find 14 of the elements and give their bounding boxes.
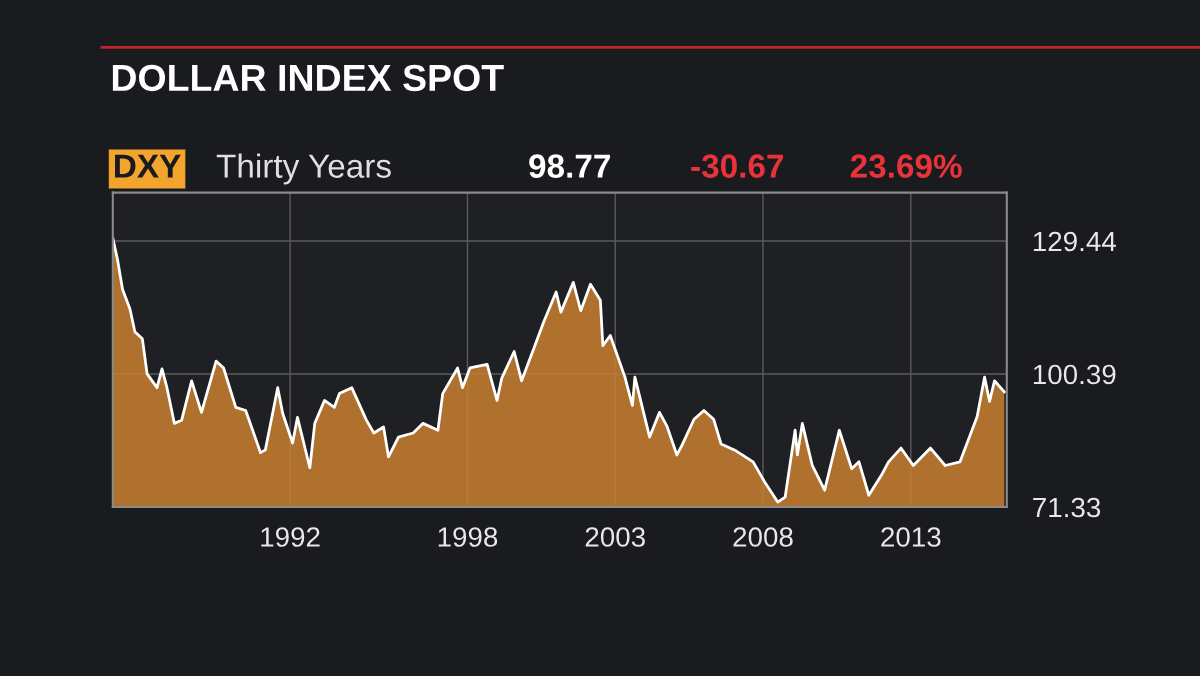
text: 23.69% (850, 154, 962, 178)
text: -30.67 (691, 154, 784, 178)
text: Thirty Years (216, 153, 391, 185)
chart-title: DOLLAR INDEX SPOT (112, 64, 504, 92)
x-tick-label: 2003 (585, 527, 645, 547)
text: DXY (115, 154, 181, 178)
y-tick-label: 100.39 (1033, 364, 1116, 385)
x-tick-label: 2013 (881, 527, 941, 547)
y-tick-label: 71.33 (1033, 497, 1101, 518)
text: 98.77 (529, 154, 610, 178)
x-tick-label: 2008 (733, 527, 793, 547)
x-tick-label: 1998 (438, 527, 498, 547)
x-tick-label: 1992 (261, 527, 320, 547)
y-tick-label: 129.44 (1033, 231, 1116, 252)
